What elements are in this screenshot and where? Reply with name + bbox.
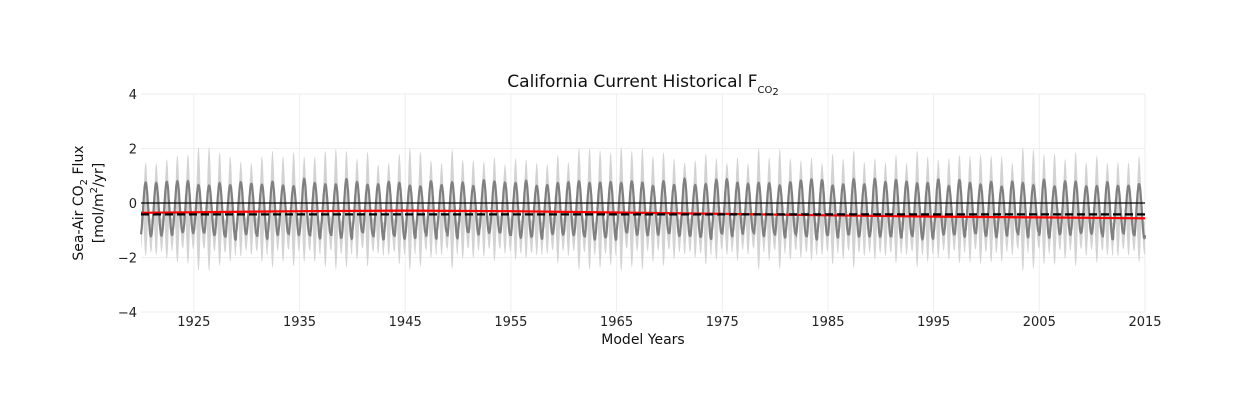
y-tick-label: 0 <box>129 197 137 212</box>
x-axis-label: Model Years <box>601 332 684 348</box>
x-tick-label: 1985 <box>811 315 844 330</box>
reference-lines <box>140 202 1146 220</box>
x-tick-label: 2015 <box>1128 315 1161 330</box>
x-tick-label: 1975 <box>706 315 739 330</box>
ensemble-spread-area <box>141 146 1145 272</box>
x-tick-label: 1995 <box>917 315 950 330</box>
x-tick-label: 1965 <box>600 315 633 330</box>
svg-text:Sea-Air CO2 Flux: Sea-Air CO2 Flux <box>71 145 90 260</box>
x-tick-label: 1925 <box>177 315 210 330</box>
x-axis-ticks: 1925 1935 1945 1955 1965 1975 1985 1995 2005 2015 <box>177 315 1161 330</box>
ensemble-mean-line <box>139 177 1147 242</box>
y-axis-ticks: −4 −2 0 2 4 <box>118 88 137 321</box>
ensemble-mean-path <box>139 177 1147 242</box>
chart-title: California Current Historical FCO2 <box>507 72 778 98</box>
y-tick-label: 2 <box>129 143 137 158</box>
x-tick-label: 1955 <box>494 315 527 330</box>
y-tick-label: −4 <box>118 306 137 321</box>
y-tick-label: −2 <box>118 252 137 267</box>
y-axis-label: Sea-Air CO2 Flux [mol/m2/yr] <box>71 145 107 260</box>
trend-line <box>140 209 1146 220</box>
x-tick-label: 1935 <box>283 315 316 330</box>
x-tick-label: 2005 <box>1023 315 1056 330</box>
svg-text:[mol/m2/yr]: [mol/m2/yr] <box>89 163 107 244</box>
y-tick-label: 4 <box>129 88 137 103</box>
x-tick-label: 1945 <box>389 315 422 330</box>
ensemble-spread-band <box>141 146 1145 272</box>
